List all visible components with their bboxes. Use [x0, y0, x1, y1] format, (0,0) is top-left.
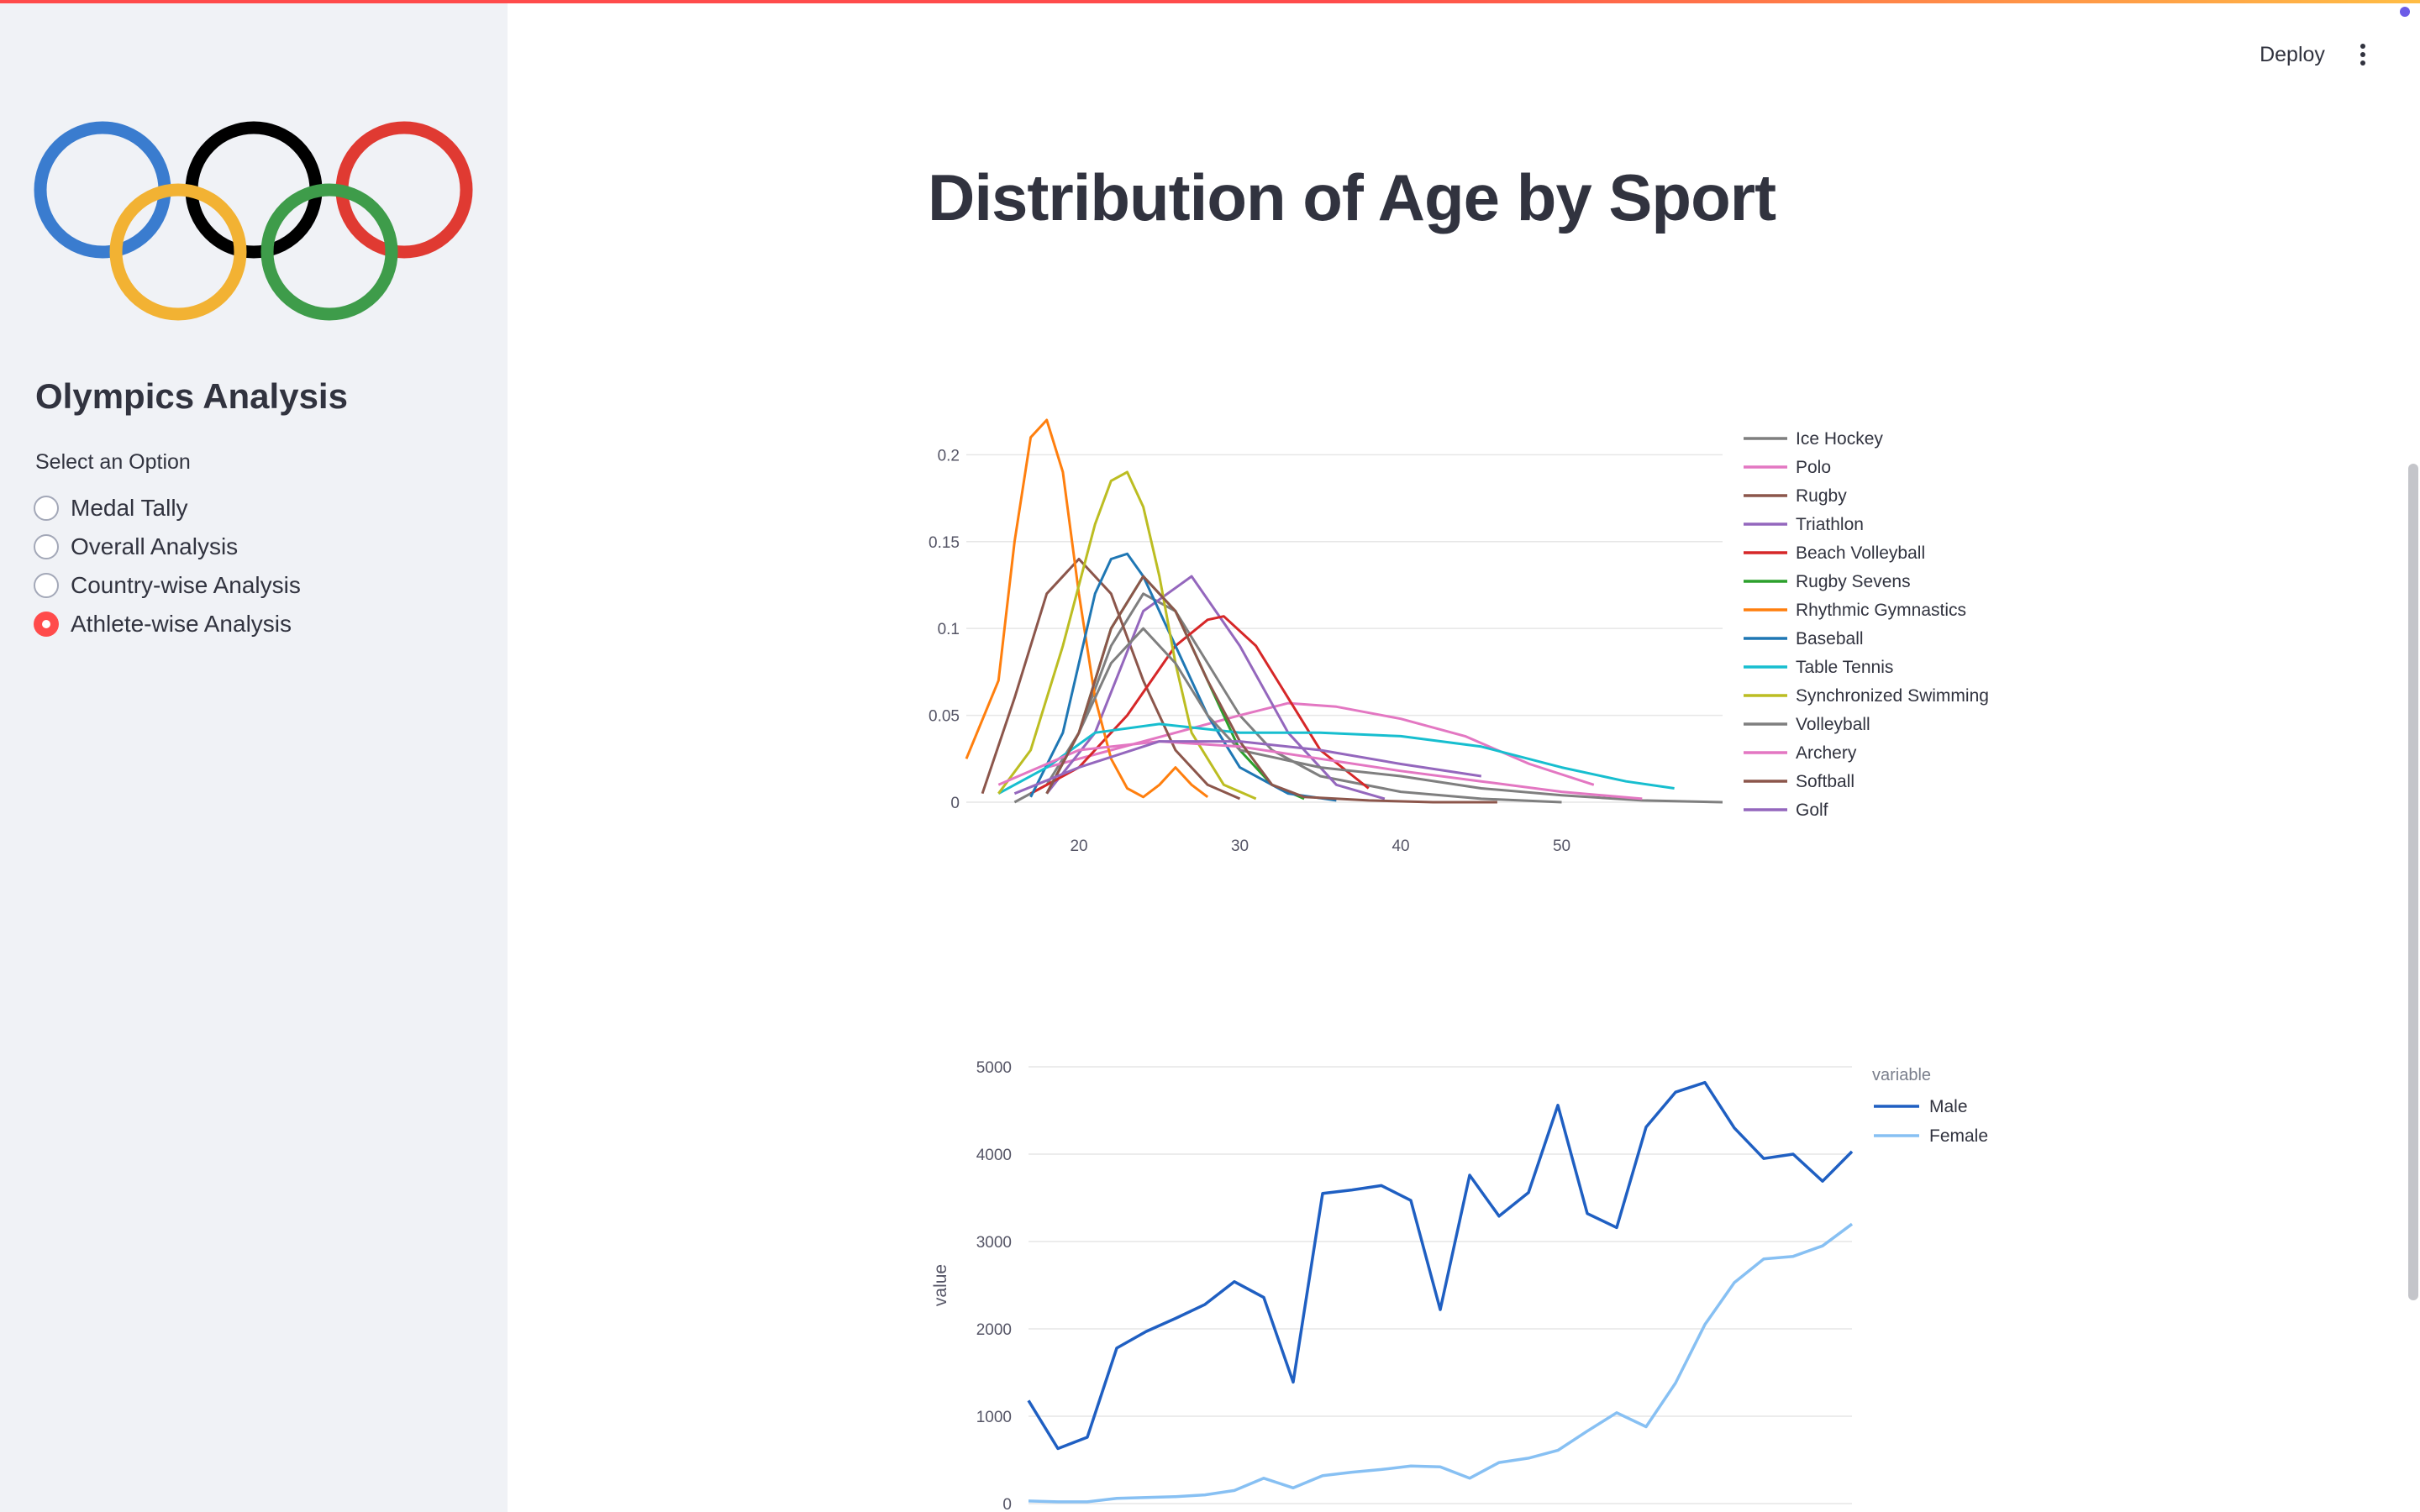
- y-tick-label: 0.2: [938, 447, 960, 465]
- page-title: Distribution of Age by Sport: [928, 160, 1776, 234]
- y-tick-label: 0.1: [938, 621, 960, 638]
- legend-item[interactable]: Ice Hockey: [1796, 429, 1883, 449]
- yellow-ring: [109, 183, 247, 321]
- x-tick-label: 20: [1070, 837, 1087, 855]
- deploy-button[interactable]: Deploy: [2260, 42, 2325, 66]
- green-ring: [260, 183, 398, 321]
- series-line: [1027, 1080, 1854, 1451]
- radio-group-label: Select an Option: [35, 450, 191, 474]
- series-line: [1028, 1222, 1854, 1504]
- legend-item[interactable]: Rhythmic Gymnastics: [1796, 601, 1966, 620]
- y-tick-label: 1000: [976, 1409, 1012, 1426]
- y-tick-label: 4000: [976, 1147, 1012, 1164]
- y-tick-label: 0: [1002, 1496, 1012, 1512]
- series-line: [1045, 575, 1386, 801]
- y-tick-label: 0.05: [929, 708, 960, 726]
- x-tick-label: 30: [1231, 837, 1249, 855]
- radio-option-label: Medal Tally: [71, 495, 188, 521]
- radio-option-label: Athlete-wise Analysis: [71, 611, 292, 637]
- radio-option-overall-analysis[interactable]: Overall Analysis: [34, 528, 301, 566]
- radio-option-label: Overall Analysis: [71, 533, 239, 559]
- series-line: [997, 722, 1675, 795]
- radio-button-selected-icon[interactable]: [34, 612, 59, 637]
- legend-item[interactable]: Table Tennis: [1796, 658, 1893, 677]
- legend-item[interactable]: Female: [1929, 1126, 1988, 1146]
- legend-item[interactable]: Golf: [1796, 801, 1828, 820]
- radio-option-country-wise-analysis[interactable]: Country-wise Analysis: [34, 566, 301, 605]
- y-axis-label: value: [931, 1264, 950, 1306]
- series-line: [997, 740, 1643, 801]
- legend-item[interactable]: Synchronized Swimming: [1796, 686, 1989, 706]
- radio-option-label: Country-wise Analysis: [71, 572, 301, 598]
- legend-item[interactable]: Baseball: [1796, 629, 1864, 648]
- age-distribution-chart: 0 0.05 0.1 0.15 0.2 20 30 40 50 Ice Hockey Polo Rug…: [929, 418, 1989, 855]
- radio-button-icon[interactable]: [34, 573, 59, 598]
- top-decoration-stripe: [0, 0, 2420, 3]
- y-tick-label: 5000: [976, 1059, 1012, 1077]
- radio-group: Medal Tally Overall Analysis Country-wis…: [34, 489, 301, 643]
- legend-item[interactable]: Archery: [1796, 743, 1857, 763]
- ellipsis-glyph: [2360, 44, 2365, 66]
- legend-title: variable: [1872, 1066, 1931, 1084]
- sidebar: Olympics Analysis Select an Option Medal…: [0, 0, 508, 1512]
- radio-option-medal-tally[interactable]: Medal Tally: [34, 489, 301, 528]
- series-line: [1045, 575, 1497, 804]
- legend-item[interactable]: Softball: [1796, 772, 1854, 791]
- red-ring: [335, 121, 473, 259]
- radio-option-athlete-wise-analysis[interactable]: Athlete-wise Analysis: [34, 605, 301, 643]
- x-tick-label: 50: [1553, 837, 1570, 855]
- radio-button-icon[interactable]: [34, 534, 59, 559]
- y-tick-label: 0.15: [929, 534, 960, 552]
- series-line: [1029, 615, 1370, 795]
- vertical-ellipsis-icon[interactable]: [2346, 34, 2380, 76]
- blue-ring: [34, 121, 171, 259]
- legend-item[interactable]: Rugby Sevens: [1796, 572, 1911, 591]
- gender-participation-chart: 0 1000 2000 3000 4000 5000 value variable Male Fe…: [931, 1059, 1988, 1512]
- series-line: [1013, 740, 1482, 795]
- y-tick-label: 0: [950, 795, 960, 812]
- legend-item[interactable]: Polo: [1796, 458, 1831, 477]
- olympic-rings-logo: [34, 121, 473, 321]
- legend-item[interactable]: Rugby: [1796, 486, 1847, 506]
- scrollbar[interactable]: [2408, 464, 2418, 1300]
- legend-item[interactable]: Triathlon: [1796, 515, 1864, 534]
- x-tick-label: 40: [1392, 837, 1409, 855]
- running-status-indicator: [2400, 7, 2410, 17]
- radio-button-icon[interactable]: [34, 496, 59, 521]
- sidebar-title: Olympics Analysis: [35, 376, 348, 416]
- series-line: [1045, 627, 1723, 804]
- y-tick-label: 2000: [976, 1321, 1012, 1339]
- series-line: [981, 558, 1241, 801]
- black-ring: [185, 121, 323, 259]
- legend-item[interactable]: Volleyball: [1796, 715, 1870, 734]
- legend-item[interactable]: Beach Volleyball: [1796, 543, 1925, 563]
- legend-item[interactable]: Male: [1929, 1097, 1968, 1116]
- y-tick-label: 3000: [976, 1234, 1012, 1252]
